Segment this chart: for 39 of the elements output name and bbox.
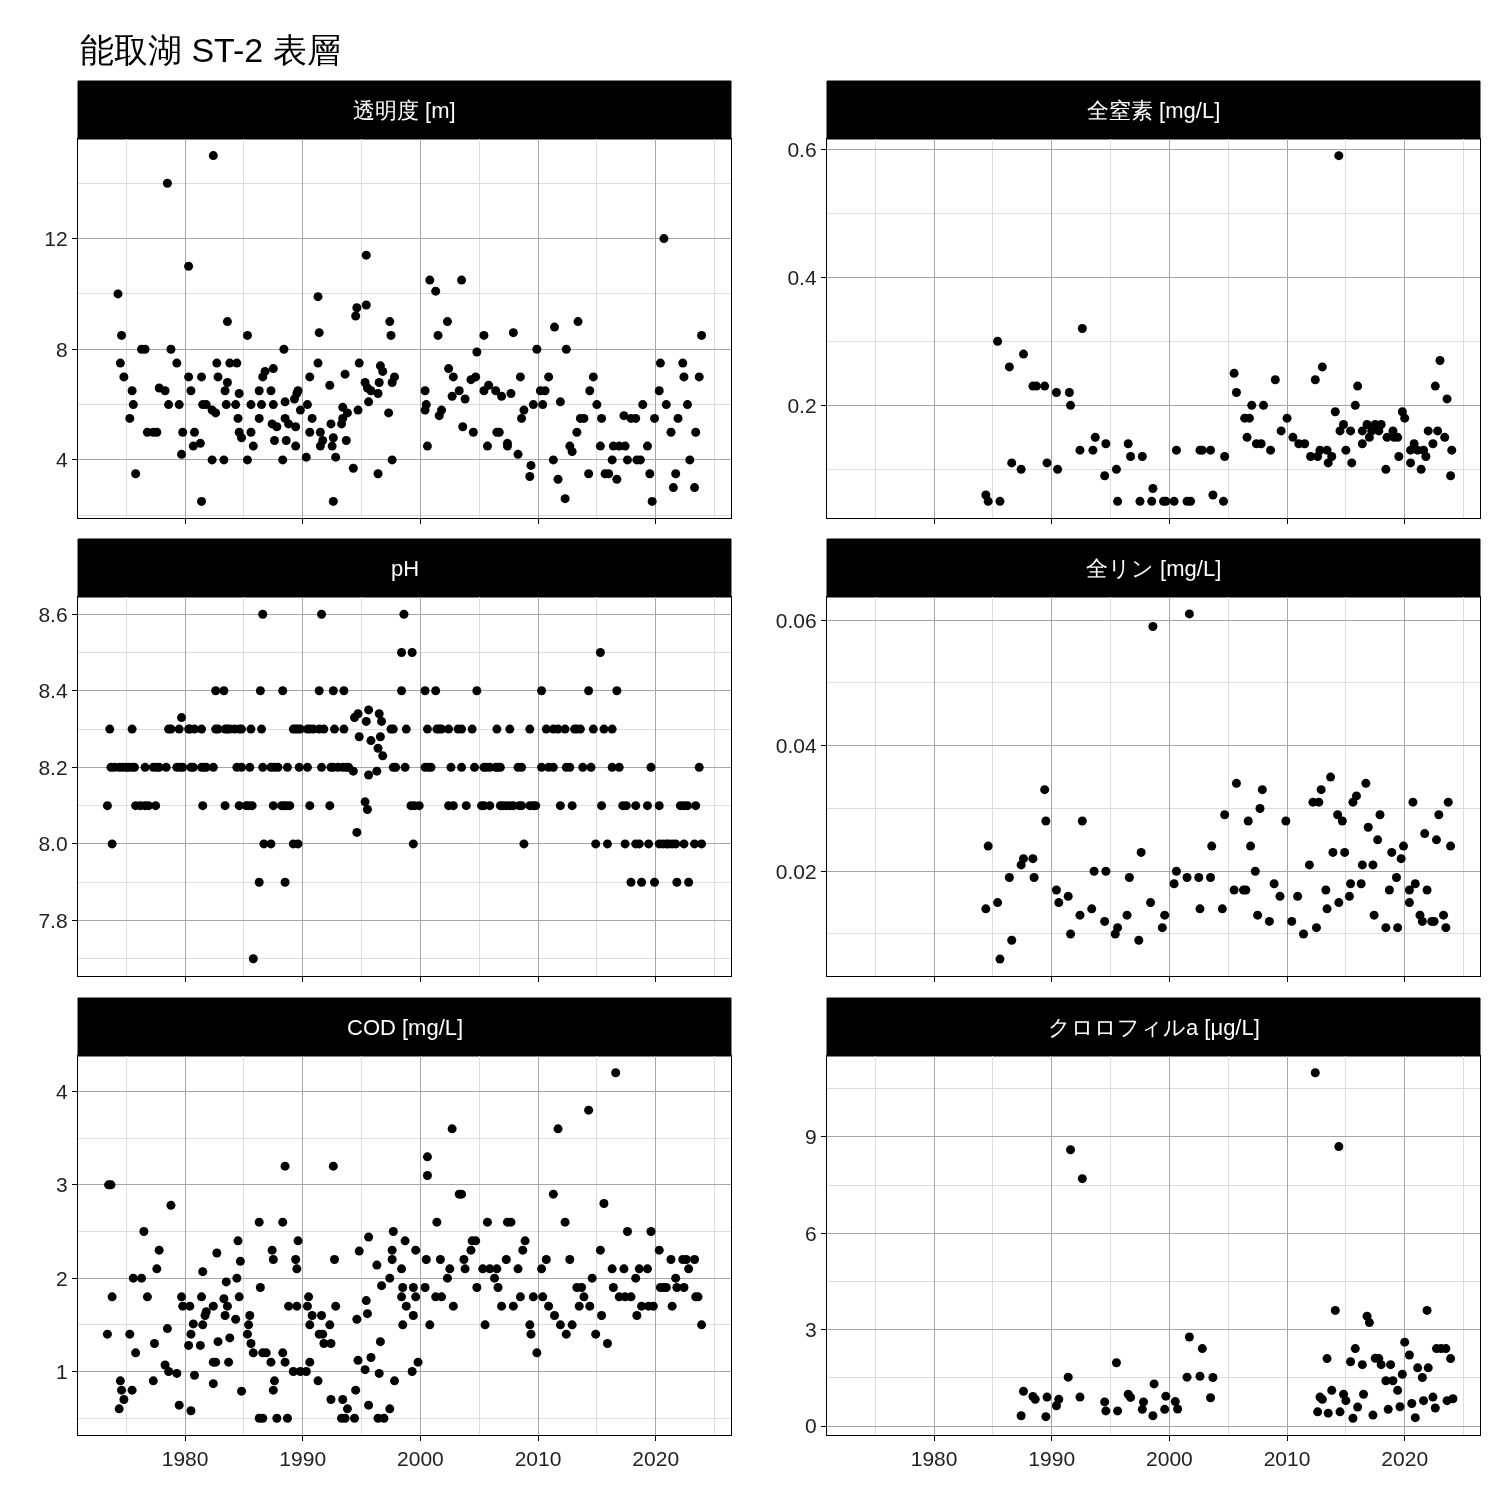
y-tick-label: 3: [804, 1318, 817, 1341]
chart-title: COD [mg/L]: [347, 1015, 464, 1040]
y-tick-label: 0: [804, 1414, 817, 1438]
chart-title: 全リン [mg/L]: [1086, 556, 1222, 581]
x-tick-label: 1990: [1028, 1447, 1076, 1471]
x-tick-label: 2000: [1146, 1447, 1193, 1471]
chart-title: クロロフィルa [μg/L]: [1048, 1015, 1260, 1040]
y-tick-label: 12: [44, 226, 68, 250]
x-tick-label: 2020: [1381, 1447, 1429, 1471]
y-tick-label: 3: [55, 1173, 68, 1197]
x-tick-label: 1990: [279, 1447, 327, 1471]
x-tick-label: 2010: [514, 1447, 562, 1471]
x-tick-label: 2020: [632, 1447, 680, 1471]
y-tick-label: 8.6: [38, 602, 68, 626]
y-tick-label: 8.2: [38, 755, 68, 779]
text: 能取湖 ST-2 表層: [80, 31, 341, 69]
y-tick-label: 1: [55, 1359, 68, 1383]
y-tick-label: 8.0: [38, 832, 68, 856]
y-tick-label: 6: [804, 1221, 817, 1245]
chart-title: pH: [391, 556, 420, 581]
x-tick-label: 1980: [161, 1447, 209, 1471]
y-tick-label: 7.8: [38, 908, 68, 932]
chart-title: 全窒素 [mg/L]: [1087, 98, 1221, 123]
x-tick-label: 1980: [910, 1447, 958, 1471]
x-tick-label: 2010: [1263, 1447, 1311, 1471]
y-tick-label: 0.2: [787, 393, 817, 417]
y-tick-label: 9: [804, 1125, 817, 1149]
x-tick-label: 2000: [397, 1447, 444, 1471]
y-tick-label: 0.02: [775, 859, 817, 883]
y-tick-label: 8.4: [38, 679, 68, 703]
y-tick-label: 2: [55, 1266, 68, 1290]
chart-title: 透明度 [m]: [353, 98, 456, 123]
y-tick-label: 0.6: [787, 137, 817, 161]
y-tick-label: 0.06: [775, 608, 817, 632]
y-tick-label: 4: [55, 1079, 68, 1103]
y-tick-label: 4: [55, 448, 68, 472]
y-tick-label: 0.04: [775, 734, 817, 758]
y-tick-label: 0.4: [787, 265, 817, 289]
y-tick-label: 8: [55, 337, 68, 361]
